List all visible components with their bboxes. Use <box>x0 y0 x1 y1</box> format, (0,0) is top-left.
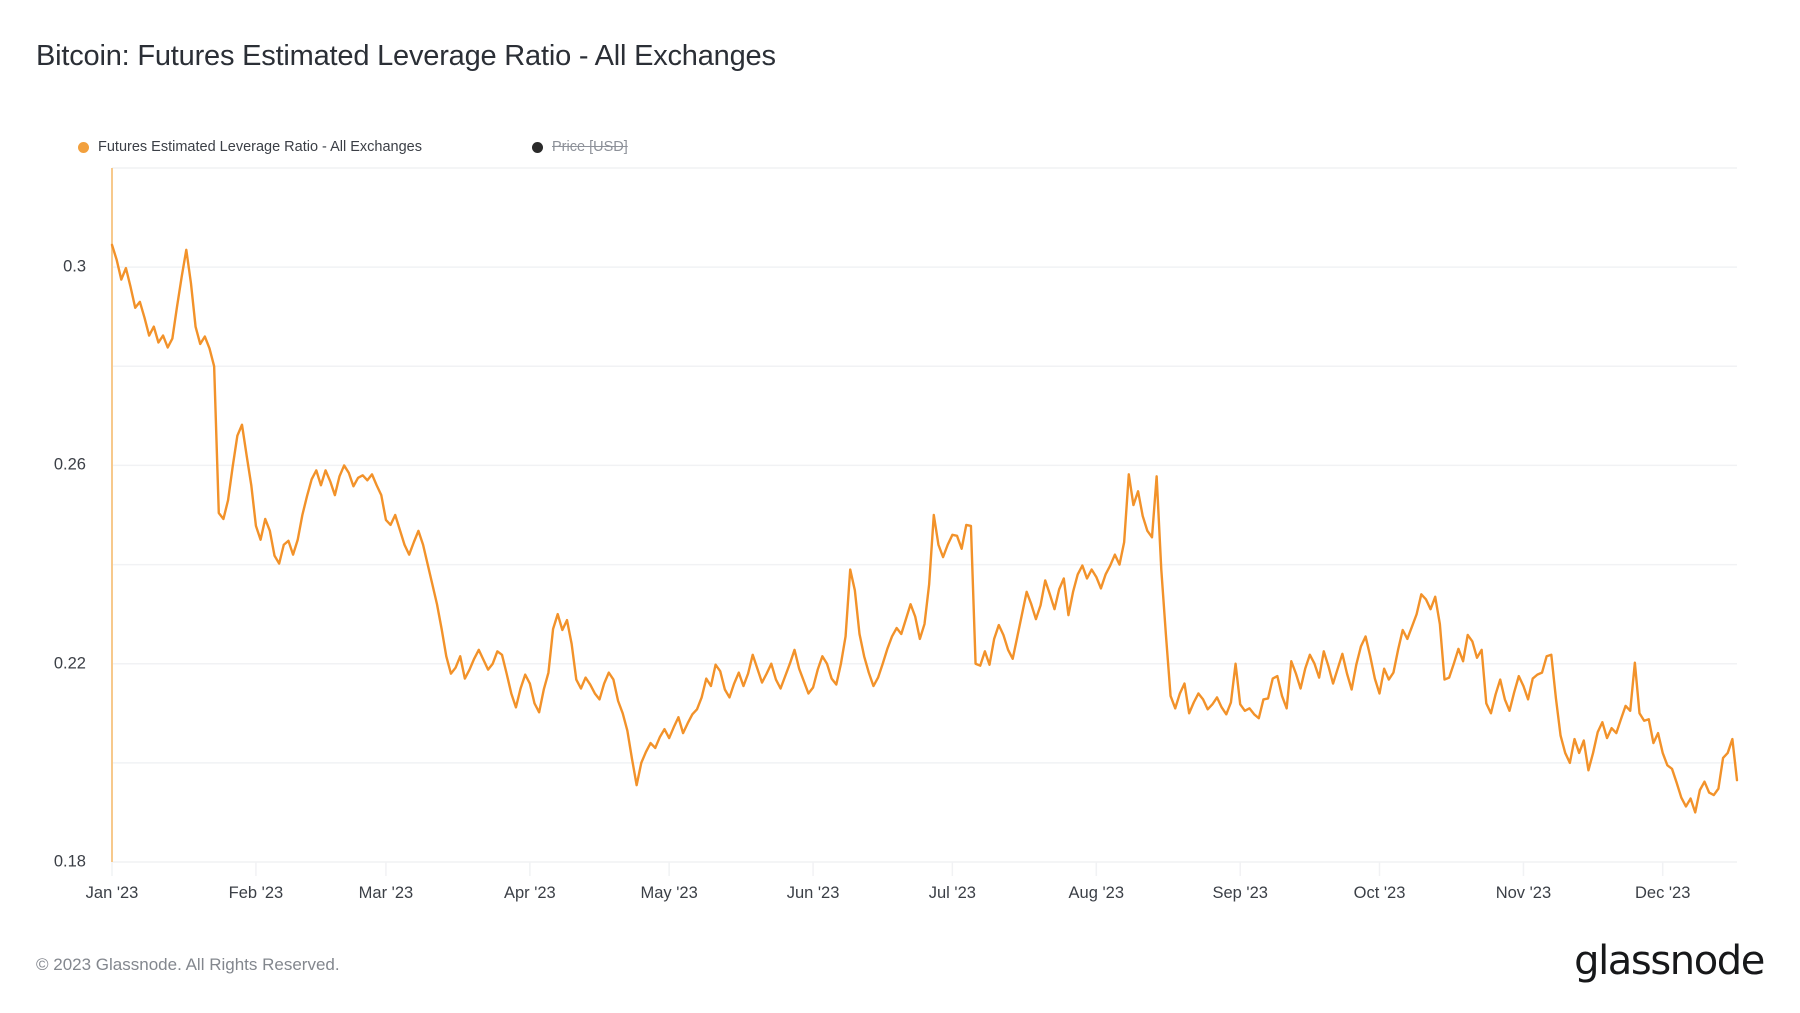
x-tick-label: Feb '23 <box>228 884 284 902</box>
x-tick-label: Mar '23 <box>358 884 414 902</box>
x-tick-label: Sep '23 <box>1212 884 1268 902</box>
x-tick-label: Jul '23 <box>928 884 976 902</box>
x-tick-label: Oct '23 <box>1353 884 1406 902</box>
series-line-leverage-ratio <box>110 243 1739 814</box>
legend-item-price[interactable]: Price [USD] <box>532 138 628 156</box>
x-tick-marks-group <box>111 862 1664 876</box>
x-tick-label: Jan '23 <box>85 884 139 902</box>
chart-legend: Futures Estimated Leverage Ratio - All E… <box>78 138 628 156</box>
footer-copyright: © 2023 Glassnode. All Rights Reserved. <box>36 955 340 974</box>
y-tick-label: 0.18 <box>53 852 86 871</box>
y-tick-label: 0.22 <box>53 654 86 673</box>
legend-item-leverage-ratio[interactable]: Futures Estimated Leverage Ratio - All E… <box>78 138 422 156</box>
x-tick-label: Jun '23 <box>786 884 840 902</box>
x-tick-label: Dec '23 <box>1634 884 1691 902</box>
x-tick-label: Aug '23 <box>1068 884 1125 902</box>
y-tick-label: 0.26 <box>53 455 86 474</box>
legend-dot-icon <box>532 141 543 153</box>
x-tick-label: Apr '23 <box>503 884 556 902</box>
legend-item-label: Futures Estimated Leverage Ratio - All E… <box>98 139 422 155</box>
page-title: Bitcoin: Futures Estimated Leverage Rati… <box>36 40 776 72</box>
x-tick-label: May '23 <box>640 884 698 902</box>
y-tick-label: 0.3 <box>63 257 86 276</box>
legend-item-label: Price [USD] <box>552 139 628 155</box>
x-tick-label: Nov '23 <box>1495 884 1552 902</box>
gridlines-group <box>112 167 1737 863</box>
legend-dot-icon <box>78 141 89 153</box>
glassnode-logo: glassnode <box>1574 938 1765 984</box>
